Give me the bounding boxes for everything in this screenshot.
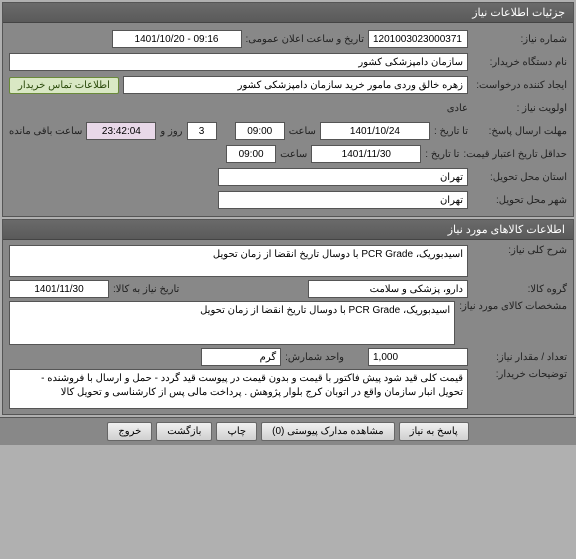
city-field: تهران	[218, 191, 468, 209]
need-details-body: شماره نیاز: 1201003023000371 تاریخ و ساع…	[3, 23, 573, 216]
spec-label: مشخصات کالای مورد نیاز:	[459, 301, 567, 312]
qty-field: 1,000	[368, 348, 468, 366]
desc-field: اسیدبوریک، PCR Grade با دوسال تاریخ انقض…	[9, 245, 468, 277]
to-date-label-2: تا تاریخ :	[425, 149, 459, 160]
print-button[interactable]: چاپ	[216, 422, 257, 441]
deadline-time-field: 09:00	[235, 122, 285, 140]
need-date-label: تاریخ نیاز به کالا:	[113, 284, 179, 295]
need-details-header: جزئیات اطلاعات نیاز	[3, 3, 573, 23]
price-validity-label: حداقل تاریخ اعتبار قیمت:	[463, 149, 567, 160]
contact-badge[interactable]: اطلاعات تماس خریدار	[9, 77, 119, 94]
button-bar: پاسخ به نیاز مشاهده مدارک پیوستی (0) چاپ…	[0, 417, 576, 445]
deadline-date-field: 1401/10/24	[320, 122, 430, 140]
need-number-field: 1201003023000371	[368, 30, 468, 48]
deadline-label: مهلت ارسال پاسخ:	[472, 126, 567, 137]
goods-panel: اطلاعات کالاهای مورد نیاز شرح کلی نیاز: …	[2, 219, 574, 415]
need-number-label: شماره نیاز:	[472, 34, 567, 45]
unit-label: واحد شمارش:	[285, 352, 344, 363]
city-label: شهر محل تحویل:	[472, 195, 567, 206]
spec-field: اسیدبوریک، PCR Grade با دوسال تاریخ انقض…	[9, 301, 455, 345]
priority-label: اولویت نیاز :	[472, 103, 567, 114]
group-label: گروه کالا:	[472, 284, 567, 295]
time-label-1: ساعت	[289, 126, 316, 137]
time-label-2: ساعت	[280, 149, 307, 160]
goods-body: شرح کلی نیاز: اسیدبوریک، PCR Grade با دو…	[3, 240, 573, 414]
price-time-field: 09:00	[226, 145, 276, 163]
province-label: استان محل تحویل:	[472, 172, 567, 183]
goods-header: اطلاعات کالاهای مورد نیاز	[3, 220, 573, 240]
to-date-label-1: تا تاریخ :	[434, 126, 468, 137]
days-label: روز و	[160, 126, 182, 137]
exit-button[interactable]: خروج	[107, 422, 152, 441]
price-date-field: 1401/11/30	[311, 145, 421, 163]
attachments-button[interactable]: مشاهده مدارک پیوستی (0)	[261, 422, 395, 441]
buyer-field: سازمان دامپزشکی کشور	[9, 53, 468, 71]
days-field: 3	[187, 122, 217, 140]
unit-field: گرم	[201, 348, 281, 366]
need-details-panel: جزئیات اطلاعات نیاز شماره نیاز: 12010030…	[2, 2, 574, 217]
notes-field: قیمت کلی قید شود پیش فاکتور با قیمت و بد…	[9, 369, 468, 409]
notes-label: توضیحات خریدار:	[472, 369, 567, 380]
announce-label: تاریخ و ساعت اعلان عمومی:	[246, 34, 365, 45]
respond-button[interactable]: پاسخ به نیاز	[399, 422, 469, 441]
buyer-label: نام دستگاه خریدار:	[472, 57, 567, 68]
countdown-field: 23:42:04	[86, 122, 156, 140]
announce-field: 1401/10/20 - 09:16	[112, 30, 242, 48]
remaining-label: ساعت باقی مانده	[9, 126, 82, 137]
qty-label: تعداد / مقدار نیاز:	[472, 352, 567, 363]
desc-label: شرح کلی نیاز:	[472, 245, 567, 256]
creator-field: زهره خالق وردی مامور خرید سازمان دامپزشک…	[123, 76, 468, 94]
priority-value: عادی	[447, 103, 468, 114]
back-button[interactable]: بازگشت	[156, 422, 212, 441]
group-field: دارو، پزشکی و سلامت	[308, 280, 468, 298]
need-date-field: 1401/11/30	[9, 280, 109, 298]
province-field: تهران	[218, 168, 468, 186]
creator-label: ایجاد کننده درخواست:	[472, 80, 567, 91]
